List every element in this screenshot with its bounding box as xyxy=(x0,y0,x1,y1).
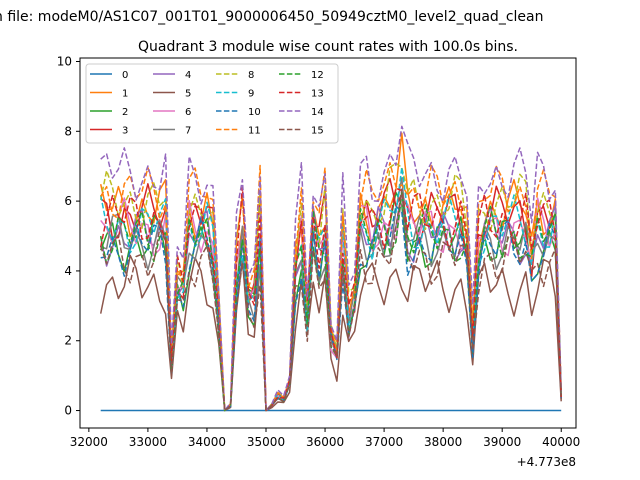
series-line-6 xyxy=(100,195,562,412)
axes-frame xyxy=(79,57,577,429)
y-tick-label: 10 xyxy=(57,54,72,68)
x-tick-label: 38000 xyxy=(424,435,462,449)
legend-label-9: 9 xyxy=(248,89,254,100)
legend-label-0: 0 xyxy=(122,70,128,81)
chart-title: Quadrant 3 module wise count rates with … xyxy=(138,39,518,55)
y-tick-label: 4 xyxy=(64,264,72,278)
plot-area: 32000 33000 34000 35000 36000 37000 38000 39000… xyxy=(57,54,581,449)
legend-label-8: 8 xyxy=(248,70,254,81)
x-offset-label: +4.773e8 xyxy=(517,455,576,469)
legend-label-7: 7 xyxy=(185,126,191,137)
series-lines xyxy=(99,125,562,412)
y-tick-label: 6 xyxy=(64,194,72,208)
series-line-5 xyxy=(99,254,562,412)
y-tick-label: 8 xyxy=(64,124,72,138)
x-tick-label: 39000 xyxy=(483,435,521,449)
legend-box xyxy=(85,63,339,144)
series-line-14 xyxy=(100,125,562,412)
series-line-15 xyxy=(99,188,562,412)
x-tick-label: 33000 xyxy=(129,435,167,449)
legend-label-14: 14 xyxy=(311,107,324,118)
legend-label-10: 10 xyxy=(248,107,261,118)
legend-label-3: 3 xyxy=(122,126,128,137)
legend-label-6: 6 xyxy=(185,107,191,118)
x-tick-label: 37000 xyxy=(365,435,403,449)
legend-label-2: 2 xyxy=(122,107,128,118)
x-tick-label: 34000 xyxy=(188,435,226,449)
x-tick-label: 36000 xyxy=(306,435,344,449)
legend-label-4: 4 xyxy=(185,70,191,81)
series-line-10 xyxy=(100,205,562,412)
x-tick-label: 32000 xyxy=(70,435,108,449)
legend-label-11: 11 xyxy=(248,126,261,137)
legend-label-13: 13 xyxy=(311,89,324,100)
series-line-12 xyxy=(99,191,562,412)
y-axis: 0 2 4 6 8 10 xyxy=(57,54,80,418)
legend-label-1: 1 xyxy=(122,89,128,100)
figure-suptitle: n file: modeM0/AS1C07_001T01_9000006450_… xyxy=(0,9,543,25)
y-tick-label: 0 xyxy=(64,404,72,418)
legend-label-12: 12 xyxy=(311,70,324,81)
legend-label-15: 15 xyxy=(311,126,324,137)
legend-label-5: 5 xyxy=(185,89,191,100)
x-axis: 32000 33000 34000 35000 36000 37000 38000 39000… xyxy=(70,428,580,449)
x-tick-label: 35000 xyxy=(247,435,285,449)
y-tick-label: 2 xyxy=(64,334,72,348)
x-tick-label: 40000 xyxy=(542,435,580,449)
